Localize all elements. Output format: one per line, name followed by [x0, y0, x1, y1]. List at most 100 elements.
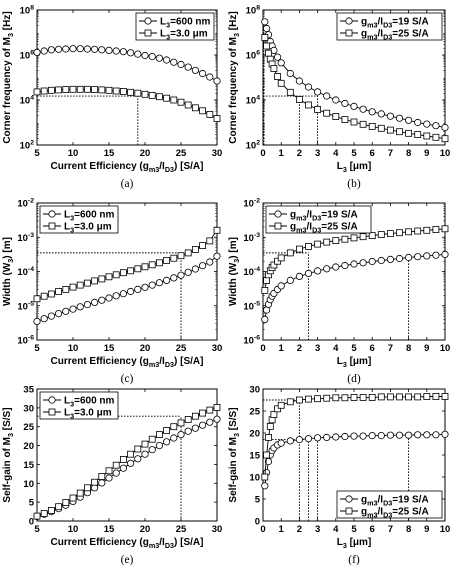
data-point-circle [184, 268, 192, 276]
legend-label: L3=3.0 μm [64, 222, 112, 235]
data-point-circle [191, 66, 199, 74]
legend-marker-square [345, 29, 353, 37]
data-point-circle [341, 432, 349, 441]
data-point-circle [83, 300, 92, 309]
data-point-square [377, 231, 385, 238]
legend-label: gm3/ID3=25 S/A [361, 29, 429, 42]
x-tick-label: 3 [315, 524, 320, 535]
data-point-circle [295, 272, 303, 280]
data-point-square [76, 281, 84, 289]
data-point-circle [404, 431, 413, 439]
data-point-circle [91, 298, 99, 306]
data-point-square [359, 120, 367, 128]
data-point-circle [191, 424, 199, 432]
data-point-square [414, 227, 422, 235]
data-point-circle [119, 48, 128, 56]
data-point-square [441, 393, 449, 400]
data-point-circle [273, 53, 282, 61]
data-point-square [170, 423, 178, 431]
data-point-square [62, 86, 70, 93]
legend-box [135, 12, 215, 41]
data-point-square [141, 263, 149, 271]
y-tick-label: 10-6 [243, 335, 260, 347]
x-tick-label: 6 [370, 343, 375, 354]
legend-marker-circle [48, 210, 56, 218]
data-point-square [314, 240, 322, 248]
panel-caption: (c) [121, 373, 134, 385]
y-tick-label: 0 [255, 517, 260, 528]
x-tick-label: 8 [406, 148, 411, 159]
x-tick-label: 10 [440, 343, 451, 354]
data-point-circle [54, 309, 63, 318]
x-tick-label: 6 [370, 524, 375, 535]
y-tick-label: 104 [20, 95, 35, 107]
data-point-square [155, 93, 163, 101]
legend-marker-square [274, 222, 282, 230]
chart-panel-f: 0 1 2 3 4 5 6 7 8 9 10 0 5 10 15 20 25 30 gm3/ID3=19 S/Agm… [228, 385, 450, 565]
data-point-circle [313, 88, 322, 96]
y-axis-label: Corner frequency of M3 [Hz] [228, 11, 241, 143]
data-point-circle [127, 459, 135, 467]
data-point-square [305, 242, 312, 250]
legend-marker-circle [345, 495, 353, 503]
x-tick-label: 10 [440, 148, 451, 159]
data-point-circle [112, 47, 120, 55]
data-point-circle [206, 418, 214, 426]
x-tick-label: 15 [104, 524, 115, 535]
data-point-circle [395, 114, 404, 122]
y-tick-label: 25 [23, 422, 34, 433]
data-point-circle [423, 431, 431, 439]
data-point-square [76, 85, 84, 93]
legend-label: gm3/ID3=25 S/A [290, 222, 358, 235]
data-point-square [127, 450, 134, 458]
data-point-circle [170, 274, 178, 282]
x-tick-label: 5 [351, 343, 357, 354]
data-point-circle [119, 290, 128, 298]
data-point-circle [377, 256, 385, 265]
data-point-circle [414, 118, 422, 127]
data-point-square [163, 427, 171, 434]
x-tick-label: 5 [34, 524, 40, 535]
data-point-square [199, 107, 207, 115]
data-point-square [286, 398, 294, 406]
data-point-square [134, 265, 142, 273]
y-tick-label: 15 [249, 451, 260, 462]
data-point-circle [184, 63, 192, 71]
x-tick-label: 3 [315, 148, 320, 159]
data-point-square [350, 118, 358, 126]
data-point-circle [199, 69, 207, 78]
y-axis-label: Self-gain of M3 [S/S] [228, 407, 241, 502]
data-point-circle [286, 437, 294, 445]
x-axis-label: L3 [μm] [337, 356, 372, 369]
data-point-square [191, 246, 199, 253]
x-tick-label: 20 [140, 148, 151, 159]
data-point-square [148, 435, 156, 443]
y-tick-label: 10-4 [17, 266, 34, 278]
data-point-square [332, 237, 340, 245]
data-point-circle [261, 315, 269, 323]
x-axis-label: L3 [μm] [337, 537, 372, 550]
data-point-square [441, 135, 449, 143]
data-point-circle [206, 73, 214, 81]
y-tick-label: 35 [23, 385, 34, 396]
data-point-circle [277, 439, 285, 447]
data-point-square [141, 90, 149, 98]
data-point-square [423, 132, 431, 140]
data-point-square [206, 111, 214, 118]
y-tick-label: 108 [246, 5, 261, 17]
panel-caption: (d) [347, 373, 361, 385]
data-point-circle [386, 431, 394, 439]
x-tick-label: 9 [424, 148, 429, 159]
x-axis-label: Current Efficiency (gm3/ID3) [S/A] [51, 161, 204, 174]
data-point-square [432, 393, 440, 400]
x-tick-label: 9 [424, 524, 429, 535]
y-tick-label: 102 [20, 140, 35, 152]
data-point-circle [177, 60, 185, 69]
data-point-circle [332, 433, 340, 441]
x-tick-label: 5 [34, 148, 40, 159]
data-point-square [84, 484, 91, 492]
data-point-square [396, 229, 403, 237]
data-point-circle [432, 251, 440, 259]
